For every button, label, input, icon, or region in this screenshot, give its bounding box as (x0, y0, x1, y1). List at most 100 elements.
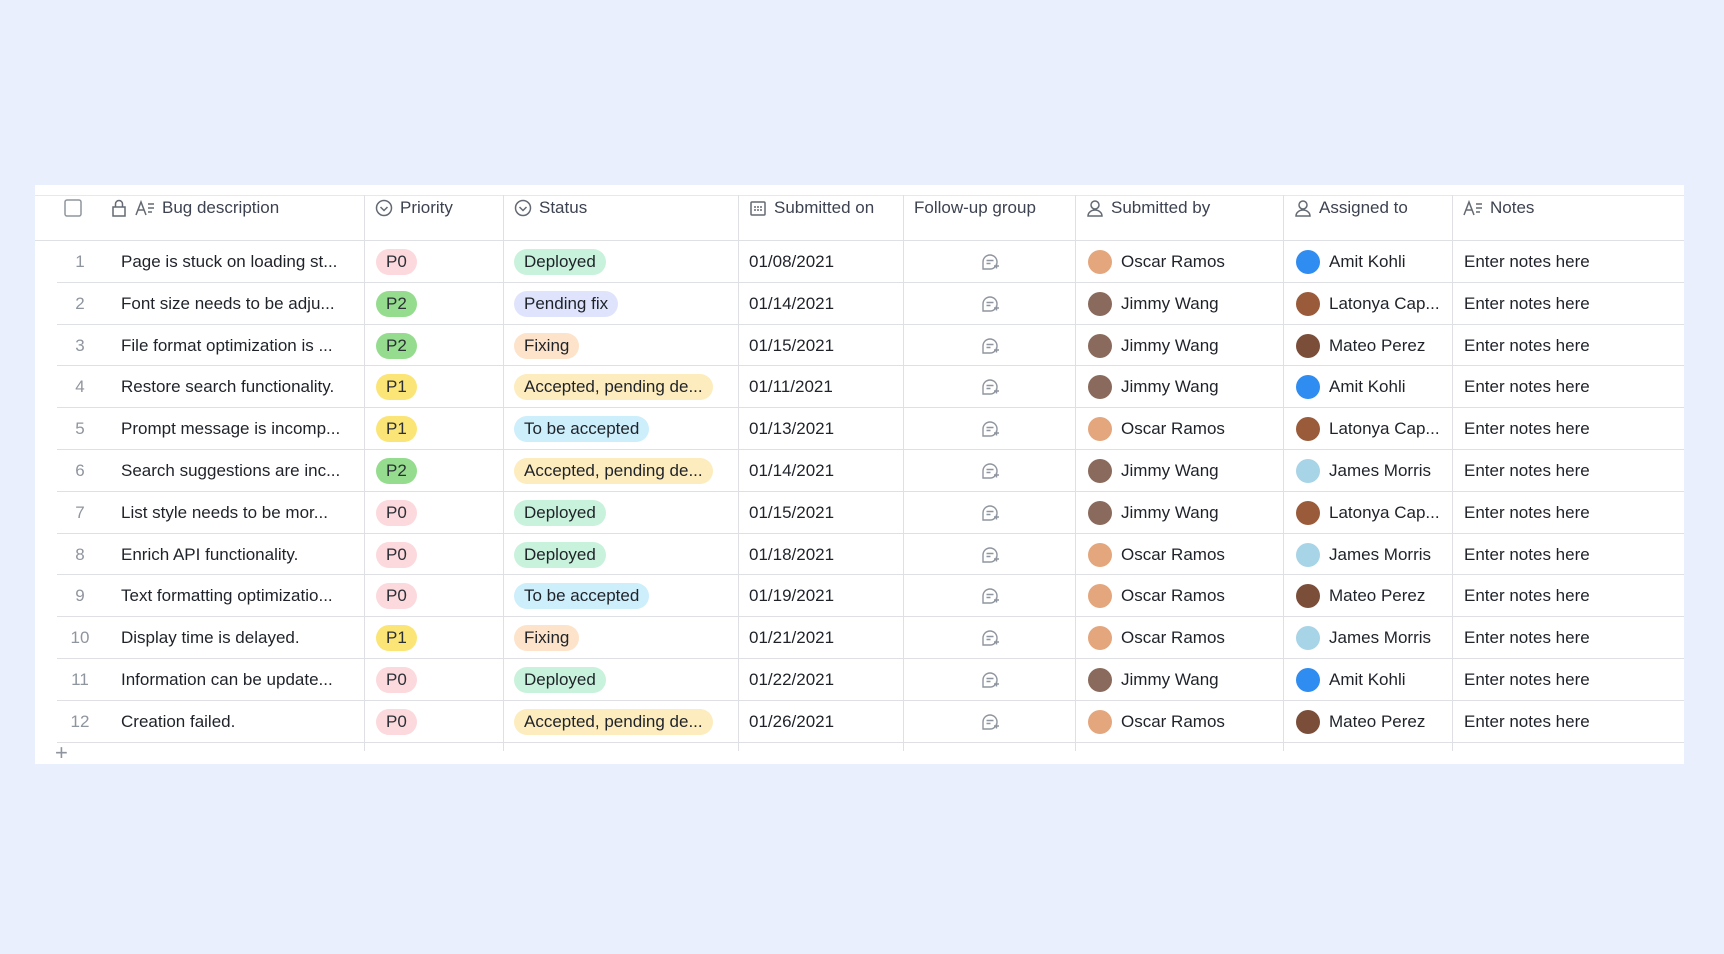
cell[interactable]: Deployed (504, 241, 739, 283)
cell[interactable]: P0 (365, 701, 504, 743)
cell[interactable]: 11 (71, 670, 89, 689)
cell[interactable]: Oscar Ramos (1076, 575, 1284, 617)
cell[interactable]: To be accepted (504, 408, 739, 450)
cell[interactable]: 01/08/2021 (749, 252, 835, 271)
follow-up-icon[interactable] (980, 586, 1000, 606)
cell[interactable]: List style needs to be mor... (121, 502, 328, 522)
cell[interactable]: Fixing (504, 325, 739, 367)
cell[interactable]: Enrich API functionality. (121, 544, 299, 564)
cell[interactable] (904, 575, 1076, 617)
follow-up-icon[interactable] (980, 712, 1000, 732)
cell[interactable]: Page is stuck on loading st... (121, 252, 338, 271)
cell[interactable]: Display time is delayed. (121, 628, 300, 648)
cell[interactable]: James Morris (1284, 617, 1453, 659)
cell[interactable] (904, 450, 1076, 492)
header-cell[interactable]: Bug description (110, 185, 365, 231)
cell[interactable]: Search suggestions are inc... (121, 461, 341, 480)
cell[interactable]: James Morris (1284, 534, 1453, 576)
cell[interactable]: P0 (365, 492, 504, 534)
cell[interactable]: 01/14/2021 (749, 293, 835, 313)
cell[interactable]: Accepted, pending de... (504, 701, 739, 743)
cell[interactable]: Deployed (504, 492, 739, 534)
cell[interactable]: Creation failed. (121, 711, 236, 731)
cell[interactable]: Enter notes here (1464, 252, 1590, 271)
cell[interactable]: Fixing (504, 617, 739, 659)
cell[interactable]: Information can be update... (121, 670, 333, 689)
cell[interactable]: Enter notes here (1464, 335, 1590, 355)
cell[interactable]: Jimmy Wang (1076, 283, 1284, 325)
cell[interactable]: Oscar Ramos (1076, 408, 1284, 450)
cell[interactable] (904, 659, 1076, 701)
cell[interactable]: 01/22/2021 (749, 670, 835, 689)
cell[interactable]: 01/21/2021 (749, 628, 835, 648)
cell[interactable]: 5 (75, 419, 85, 439)
cell[interactable]: Jimmy Wang (1076, 366, 1284, 408)
cell[interactable] (904, 701, 1076, 743)
cell[interactable]: 12 (70, 711, 90, 731)
cell[interactable]: Amit Kohli (1284, 241, 1453, 283)
cell[interactable]: Enter notes here (1464, 628, 1590, 648)
cell[interactable]: Amit Kohli (1284, 659, 1453, 701)
cell[interactable] (904, 241, 1076, 283)
cell[interactable]: Accepted, pending de... (504, 366, 739, 408)
cell[interactable]: Jimmy Wang (1076, 325, 1284, 367)
header-cell[interactable]: Notes (1453, 185, 1684, 231)
cell[interactable] (904, 617, 1076, 659)
cell[interactable]: Oscar Ramos (1076, 701, 1284, 743)
cell[interactable]: Enter notes here (1464, 711, 1590, 731)
cell[interactable]: P0 (365, 241, 504, 283)
header-cell[interactable]: Submitted by (1076, 185, 1284, 231)
cell[interactable]: Latonya Cap... (1284, 283, 1453, 325)
cell[interactable] (904, 408, 1076, 450)
cell[interactable]: Enter notes here (1464, 377, 1590, 397)
cell[interactable]: Jimmy Wang (1076, 450, 1284, 492)
cell[interactable]: 01/14/2021 (749, 461, 835, 480)
cell[interactable]: Oscar Ramos (1076, 534, 1284, 576)
cell[interactable]: 01/19/2021 (749, 586, 835, 606)
cell[interactable]: P1 (365, 408, 504, 450)
follow-up-icon[interactable] (980, 377, 1000, 397)
cell[interactable]: To be accepted (504, 575, 739, 617)
cell[interactable]: Oscar Ramos (1076, 617, 1284, 659)
cell[interactable]: Latonya Cap... (1284, 492, 1453, 534)
cell[interactable] (904, 325, 1076, 367)
cell[interactable]: Text formatting optimizatio... (121, 586, 333, 606)
follow-up-icon[interactable] (980, 336, 1000, 356)
cell[interactable]: Oscar Ramos (1076, 241, 1284, 283)
cell[interactable]: Jimmy Wang (1076, 659, 1284, 701)
cell[interactable]: 01/26/2021 (749, 711, 835, 731)
cell[interactable]: Enter notes here (1464, 419, 1590, 439)
cell[interactable]: 01/15/2021 (749, 335, 835, 355)
header-cell[interactable]: Follow-up group (904, 185, 1076, 231)
header-cell[interactable]: Submitted on (739, 185, 904, 231)
cell[interactable] (904, 366, 1076, 408)
cell[interactable]: P2 (365, 450, 504, 492)
cell[interactable]: Deployed (504, 534, 739, 576)
cell[interactable] (904, 534, 1076, 576)
follow-up-icon[interactable] (980, 503, 1000, 523)
cell[interactable]: 3 (75, 335, 85, 355)
cell[interactable]: Font size needs to be adju... (121, 293, 335, 313)
cell[interactable]: Enter notes here (1464, 670, 1590, 689)
cell[interactable]: File format optimization is ... (121, 335, 333, 355)
follow-up-icon[interactable] (980, 294, 1000, 314)
cell[interactable]: Restore search functionality. (121, 377, 335, 397)
add-row[interactable]: + (55, 739, 68, 765)
cell[interactable]: 9 (75, 586, 85, 606)
cell[interactable]: Deployed (504, 659, 739, 701)
cell[interactable]: 7 (75, 502, 85, 522)
header-cell[interactable]: Assigned to (1284, 185, 1453, 231)
cell[interactable]: P0 (365, 659, 504, 701)
cell[interactable]: Mateo Perez (1284, 701, 1453, 743)
cell[interactable]: Pending fix (504, 283, 739, 325)
cell[interactable]: P1 (365, 366, 504, 408)
follow-up-icon[interactable] (980, 545, 1000, 565)
cell[interactable]: 01/15/2021 (749, 502, 835, 522)
cell[interactable]: Prompt message is incomp... (121, 419, 341, 439)
cell[interactable]: 2 (75, 293, 85, 313)
follow-up-icon[interactable] (980, 670, 1000, 690)
cell[interactable]: Mateo Perez (1284, 325, 1453, 367)
cell[interactable]: P2 (365, 325, 504, 367)
cell[interactable]: Enter notes here (1464, 502, 1590, 522)
cell[interactable]: P1 (365, 617, 504, 659)
